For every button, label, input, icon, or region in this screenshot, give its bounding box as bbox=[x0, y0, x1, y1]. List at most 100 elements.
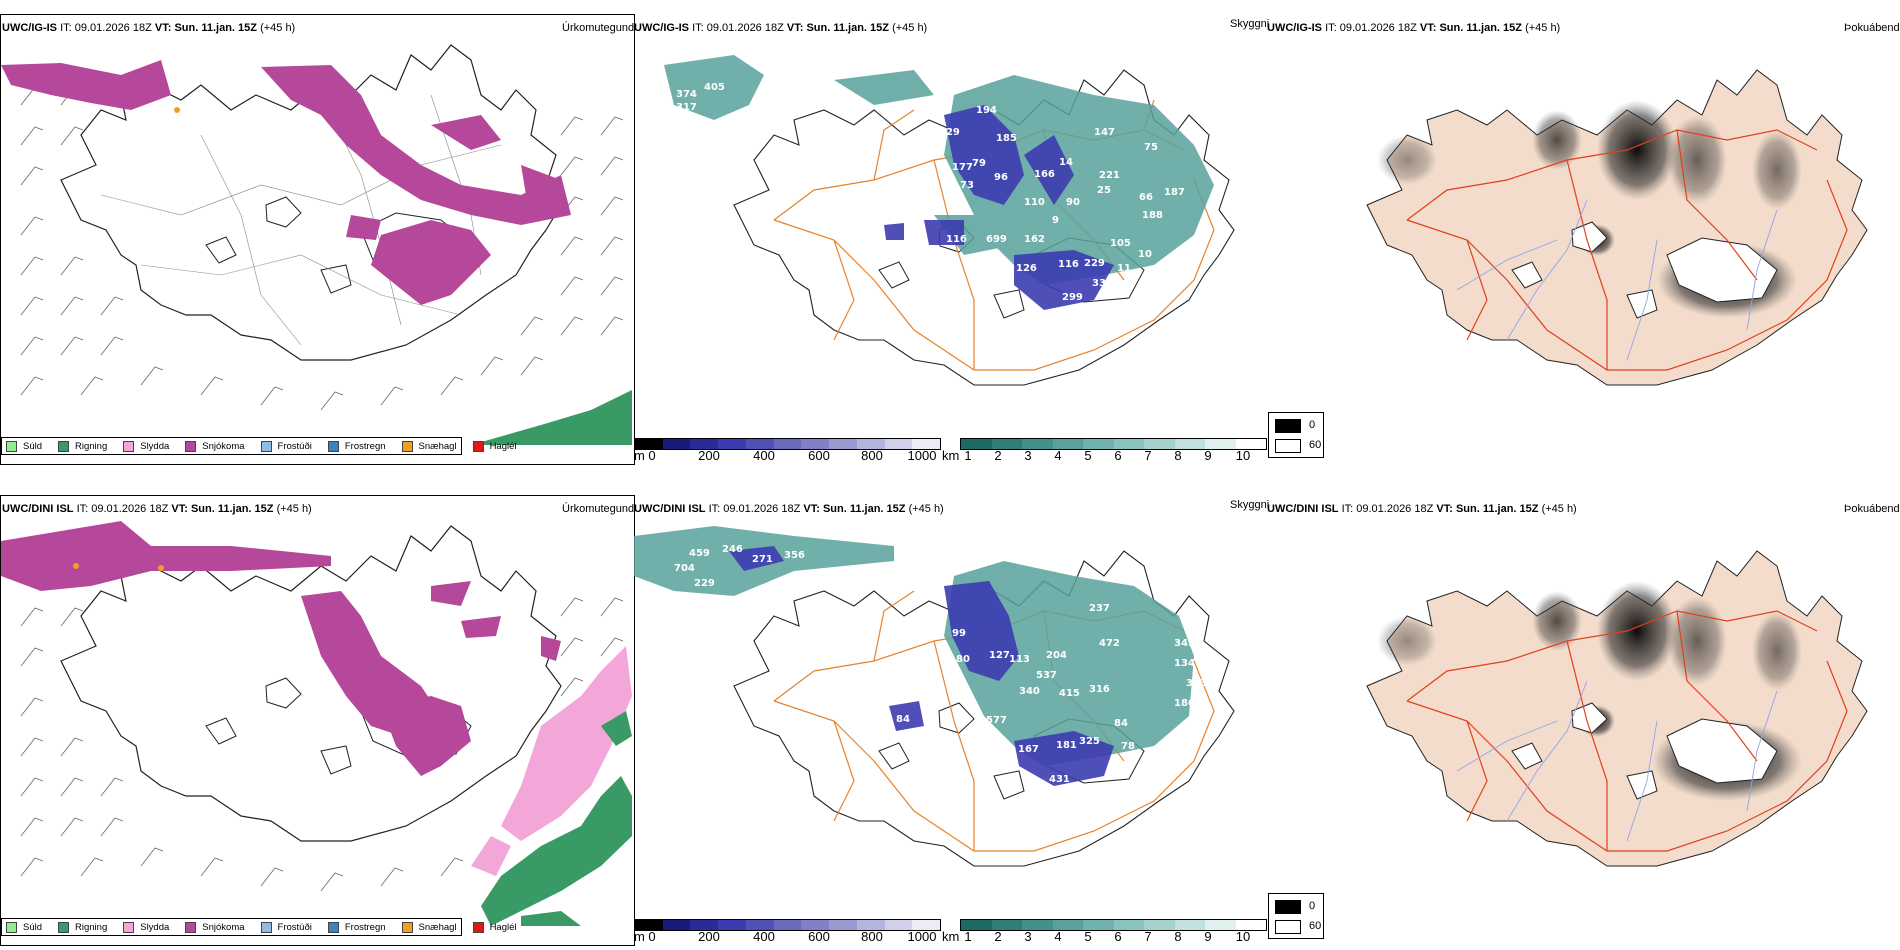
colorbar-segment bbox=[1144, 920, 1175, 930]
colorbar-segment bbox=[662, 920, 691, 930]
colorbar-tick: 3 bbox=[1024, 448, 1032, 463]
colorbar-segment bbox=[1113, 920, 1144, 930]
precip-title-1: Úrkomutegund bbox=[562, 22, 635, 34]
legend-item: Snæhagl bbox=[401, 921, 457, 933]
value-label: 388 bbox=[684, 117, 705, 128]
vis-title-2: Skyggni bbox=[1230, 499, 1270, 511]
legend-item: Snjókoma bbox=[185, 921, 245, 933]
legend-item: Slydda bbox=[123, 440, 169, 452]
colorbar-tick: 10 bbox=[1235, 448, 1251, 463]
legend-item: Rigning bbox=[58, 440, 107, 452]
legend-swatch bbox=[327, 921, 339, 933]
legend-swatch bbox=[472, 921, 484, 933]
value-label: 537 bbox=[1036, 670, 1057, 681]
value-label: 162 bbox=[1024, 234, 1045, 245]
value-label: 356 bbox=[784, 550, 805, 561]
colorbar-segment bbox=[1083, 920, 1114, 930]
lead-time: (+45 h) bbox=[908, 503, 944, 515]
value-label: 166 bbox=[1034, 169, 1055, 180]
value-label: 415 bbox=[1059, 688, 1080, 699]
value-label: 246 bbox=[722, 544, 743, 555]
value-label: 84 bbox=[1114, 718, 1128, 729]
it-label: IT: bbox=[76, 503, 89, 515]
cloudbase-fields bbox=[884, 105, 1114, 310]
legend-swatch bbox=[6, 440, 17, 452]
colorbar-tick: 200 bbox=[698, 448, 720, 463]
fog-swatch-dark bbox=[1275, 900, 1301, 914]
colorbar-tick: 400 bbox=[753, 448, 775, 463]
value-label: 333 bbox=[1186, 678, 1207, 689]
legend-item: Snæhagl bbox=[401, 440, 457, 452]
rain-area bbox=[471, 390, 632, 445]
colorbar-segment bbox=[1174, 439, 1205, 449]
it-value: 09.01.2026 18Z bbox=[706, 22, 784, 34]
fog-label: 0 bbox=[1309, 419, 1316, 431]
vt-value: Sun. 11.jan. 15Z bbox=[190, 503, 274, 515]
colorbar-tick: 0 bbox=[648, 929, 656, 944]
precip-legend-2: Súld Rigning Slydda Snjókoma Frostúði Fr… bbox=[1, 918, 517, 936]
value-label: 431 bbox=[1049, 774, 1070, 785]
value-label: 187 bbox=[1164, 187, 1185, 198]
colorbar-segment bbox=[801, 439, 830, 449]
value-label: 73 bbox=[960, 180, 974, 191]
cloudbase-colorbar-2 bbox=[634, 919, 941, 931]
colorbar-segment bbox=[1205, 920, 1236, 930]
lead-time: (+45 h) bbox=[892, 22, 928, 34]
model-name: UWC/DINI ISL bbox=[1267, 503, 1339, 515]
colorbar-tick: 400 bbox=[753, 929, 775, 944]
colorbar-segment bbox=[829, 920, 857, 930]
lead-time: (+45 h) bbox=[1525, 22, 1561, 34]
it-label: IT: bbox=[1341, 503, 1354, 515]
value-label: 459 bbox=[689, 548, 710, 559]
value-label: 147 bbox=[1094, 127, 1115, 138]
model-name: UWC/DINI ISL bbox=[2, 503, 74, 515]
value-label: 204 bbox=[1046, 650, 1067, 661]
vt-label: VT: bbox=[786, 22, 804, 34]
colorbar-segment bbox=[690, 439, 719, 449]
fog-title-1: Þokuábendi bbox=[1844, 22, 1900, 34]
cloudbase-unit: m bbox=[634, 929, 645, 944]
legend-swatch bbox=[185, 921, 197, 933]
legend-swatch bbox=[123, 440, 135, 452]
fog-roads bbox=[1406, 129, 1848, 371]
colorbar-segment bbox=[829, 439, 857, 449]
precip-header-1: UWC/IG-IS IT: 09.01.2026 18Z VT: Sun. 11… bbox=[2, 22, 295, 34]
colorbar-tick: 600 bbox=[808, 448, 830, 463]
fog-header-2: UWC/DINI ISL IT: 09.01.2026 18Z VT: Sun.… bbox=[1267, 503, 1577, 515]
precip-title-2: Úrkomutegund bbox=[562, 503, 635, 515]
it-value: 09.01.2026 18Z bbox=[74, 22, 152, 34]
value-label: 116 bbox=[946, 234, 967, 245]
value-label: 299 bbox=[1062, 292, 1083, 303]
precip-header-2: UWC/DINI ISL IT: 09.01.2026 18Z VT: Sun.… bbox=[2, 503, 312, 515]
fog-label: 0 bbox=[1309, 900, 1316, 912]
colorbar-segment bbox=[662, 439, 691, 449]
value-label: 177 bbox=[952, 162, 973, 173]
colorbar-segment bbox=[1144, 439, 1175, 449]
value-label: 10 bbox=[1138, 249, 1152, 260]
fog-swatch-dark bbox=[1275, 419, 1301, 433]
vis-map-2: 459 246 271 704 356 229 99 80 127 113 23… bbox=[634, 526, 1235, 867]
fog-map-2 bbox=[1366, 550, 1868, 867]
cloudbase-colorbar-1 bbox=[634, 438, 941, 450]
legend-item: Frostregn bbox=[327, 440, 386, 452]
model-name: UWC/IG-IS bbox=[2, 22, 57, 34]
value-label: 577 bbox=[986, 715, 1007, 726]
value-label: 194 bbox=[976, 105, 997, 116]
precip-map-2 bbox=[1, 521, 632, 926]
colorbar-segment bbox=[1235, 920, 1266, 930]
colorbar-tick: 1000 bbox=[907, 929, 937, 944]
colorbar-tick: 4 bbox=[1054, 929, 1062, 944]
value-label: 90 bbox=[1066, 197, 1080, 208]
vis-title-1: Skyggni bbox=[1230, 18, 1270, 30]
value-label: 699 bbox=[986, 234, 1007, 245]
colorbar-tick: 1000 bbox=[907, 448, 937, 463]
value-label: 96 bbox=[994, 172, 1008, 183]
legend-swatch bbox=[58, 921, 70, 933]
visibility-fields bbox=[664, 55, 1214, 285]
colorbar-segment bbox=[991, 920, 1022, 930]
colorbar-tick: 3 bbox=[1024, 929, 1032, 944]
value-label: 374 bbox=[676, 89, 697, 100]
colorbar-segment bbox=[961, 920, 992, 930]
value-label: 229 bbox=[1084, 258, 1105, 269]
colorbar-tick: 1 bbox=[964, 929, 972, 944]
